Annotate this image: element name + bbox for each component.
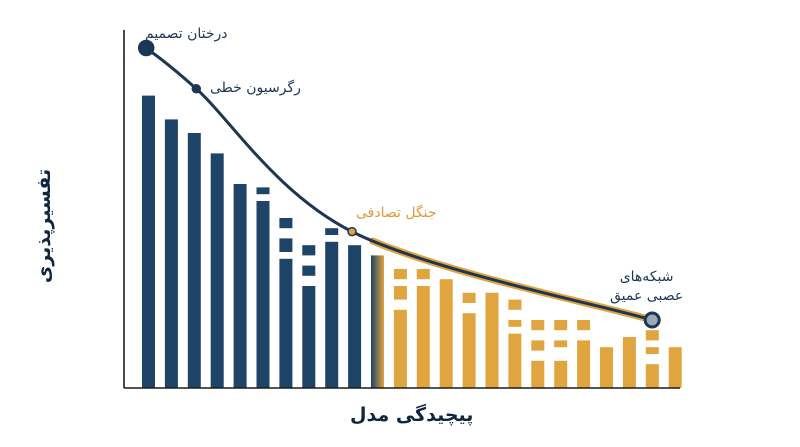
bar-3-seg-0 (210, 153, 224, 388)
bar-18-seg-1 (554, 340, 568, 348)
bar-1-seg-0 (164, 119, 178, 389)
annotation-dnn-line1: شبکه‌های (619, 269, 674, 285)
annotation-random-forest: جنگل تصادفی (356, 205, 437, 221)
bar-14-seg-0 (462, 313, 476, 388)
annotation-deep-neural-networks: شبکه‌های عصبی عمیق (610, 268, 683, 306)
annotation-linear-regression: رگرسیون خطی (210, 80, 301, 96)
bar-6-seg-0 (279, 258, 293, 388)
bar-18-seg-2 (554, 320, 568, 331)
bar-12-seg-0 (416, 286, 430, 388)
bar-6-seg-1 (279, 238, 293, 252)
bar-2-seg-0 (187, 133, 201, 388)
bars (142, 95, 682, 389)
bar-17-seg-0 (531, 360, 545, 388)
bar-18-seg-0 (554, 360, 568, 388)
bar-19-seg-0 (577, 340, 591, 388)
bar-0-seg-0 (142, 95, 155, 388)
bar-10-seg-0 (371, 255, 384, 388)
bar-11-seg-0 (393, 309, 407, 388)
bar-11-seg-1 (393, 286, 407, 300)
bar-19-seg-1 (577, 320, 591, 331)
bar-9-seg-0 (348, 245, 362, 388)
curve-point-2 (347, 226, 357, 237)
bar-5-seg-0 (256, 201, 270, 388)
bar-22-seg-0 (645, 364, 659, 388)
bar-12-seg-1 (416, 269, 430, 280)
bar-15-seg-0 (485, 292, 499, 388)
bar-8-seg-1 (325, 228, 339, 235)
bar-16-seg-0 (508, 333, 522, 388)
bar-6-seg-2 (279, 218, 293, 229)
bar-7-seg-2 (302, 245, 316, 256)
curve-point-3 (643, 311, 661, 329)
bar-7-seg-0 (302, 286, 316, 388)
annotation-dnn-line2: عصبی عمیق (610, 288, 684, 304)
bar-22-seg-2 (645, 330, 659, 341)
annotation-decision-trees: درختان تصمیم (145, 26, 228, 42)
bar-23-seg-0 (668, 347, 682, 388)
curve-point-0 (137, 39, 155, 57)
bar-17-seg-1 (531, 340, 545, 351)
bar-11-seg-2 (393, 269, 407, 280)
bar-21-seg-0 (622, 337, 636, 388)
bar-17-seg-2 (531, 320, 545, 331)
bar-20-seg-0 (600, 347, 613, 388)
curve-point-1 (191, 84, 202, 94)
bar-5-seg-1 (256, 187, 270, 195)
trend-curve-line (144, 46, 654, 322)
y-axis-title: تفسیرپذیری (33, 168, 55, 284)
trend-curve (137, 39, 661, 329)
axes (123, 30, 680, 389)
bar-16-seg-2 (508, 299, 522, 310)
bar-13-seg-0 (439, 279, 453, 388)
bar-22-seg-1 (645, 347, 659, 354)
bar-4-seg-0 (233, 184, 247, 388)
bar-16-seg-1 (508, 320, 522, 327)
bar-7-seg-1 (302, 265, 316, 276)
bar-14-seg-1 (462, 292, 476, 303)
bar-8-seg-0 (325, 241, 339, 388)
x-axis-title: پیچیدگی مدل (350, 404, 474, 426)
